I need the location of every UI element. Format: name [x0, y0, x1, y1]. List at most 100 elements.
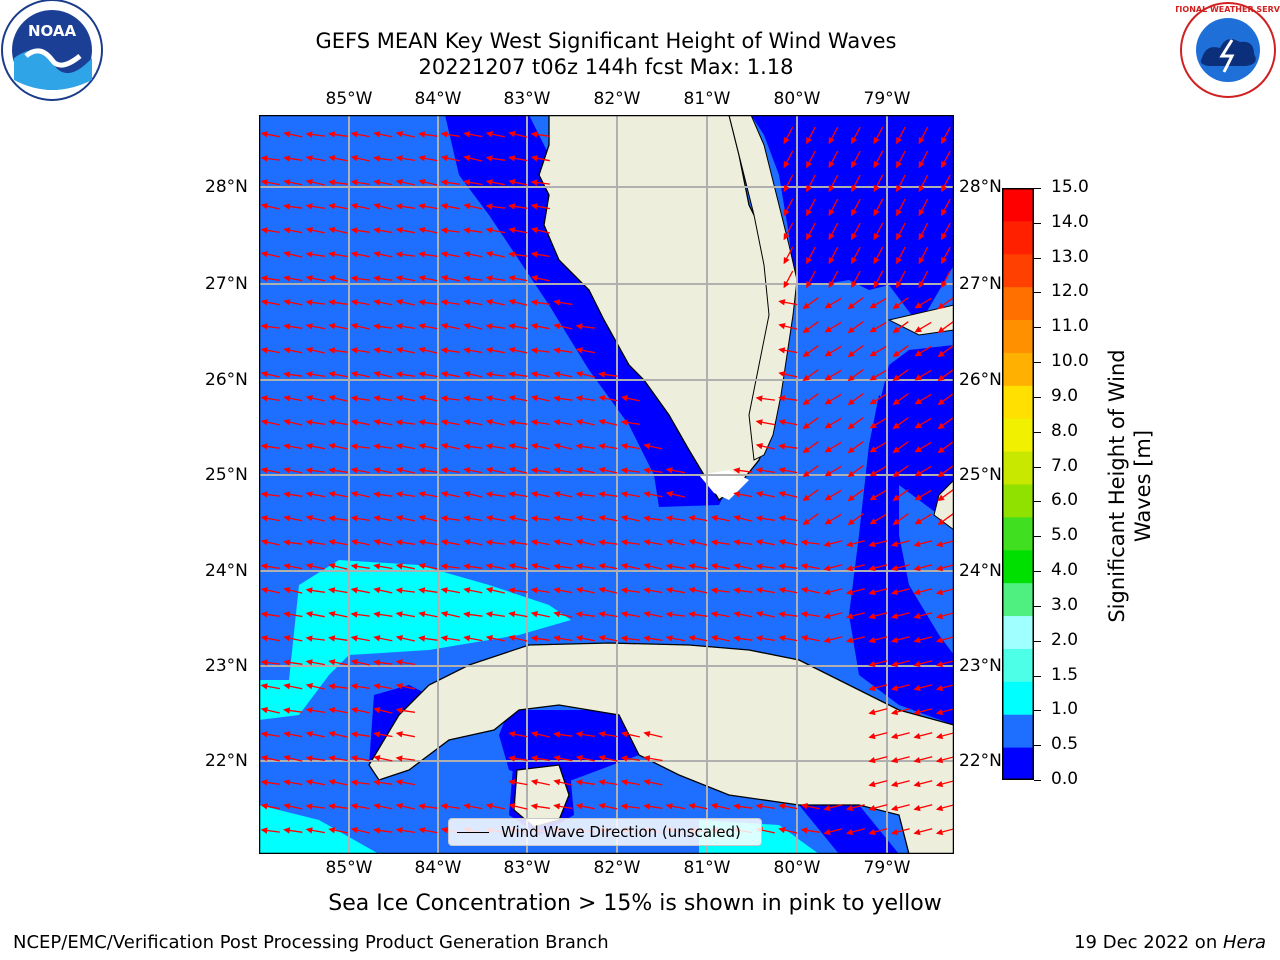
lat-label-left-25n: 25°N [205, 465, 248, 485]
wave-direction-arrow-head [868, 828, 876, 836]
wave-direction-arrow-head [935, 708, 944, 716]
wave-direction-arrow-head [941, 232, 948, 241]
wave-direction-arrow-head [851, 136, 858, 145]
wave-direction-arrow-head [530, 275, 538, 282]
wave-direction-arrow-head [869, 398, 877, 405]
wave-direction-arrow-head [350, 635, 358, 642]
wave-direction-arrow-head [896, 208, 903, 217]
wave-direction-arrow-head [373, 131, 381, 138]
wave-direction-arrow-head [395, 347, 403, 354]
wave-direction-arrow-head [620, 515, 628, 522]
wave-direction-arrow-head [937, 470, 945, 478]
wave-direction-arrow-head [485, 203, 493, 210]
wave-direction-arrow-head [328, 707, 336, 714]
wave-direction-arrow-head [463, 539, 471, 546]
wave-direction-arrow-head [553, 442, 561, 450]
wave-direction-arrow-head [806, 184, 813, 193]
colorbar-tick-mark [1034, 536, 1041, 538]
wave-direction-arrow-head [305, 491, 313, 498]
wave-direction-arrow-head [914, 494, 922, 501]
wave-direction-arrow-head [620, 635, 628, 642]
wave-direction-arrow-head [869, 494, 877, 501]
wave-direction-arrow-head [918, 208, 925, 217]
lat-label-left-27n: 27°N [205, 274, 248, 294]
wave-direction-arrow-head [688, 587, 696, 594]
wave-direction-arrow-head [485, 803, 493, 810]
wave-direction-arrow-head [508, 491, 516, 498]
wave-direction-arrow-head [914, 302, 922, 309]
colorbar-segment [1002, 253, 1034, 288]
wave-direction-arrow-head [395, 563, 403, 570]
wave-direction-arrow-head [440, 203, 448, 210]
wave-direction-arrow-head [778, 490, 786, 498]
wave-direction-arrow-head [418, 827, 426, 834]
wave-direction-arrow-head [868, 804, 876, 812]
wave-direction-arrow-head [575, 419, 583, 426]
wave-direction-arrow-head [508, 251, 516, 258]
wave-direction-arrow-head [283, 443, 291, 450]
wave-direction-arrow-head [937, 374, 945, 382]
wave-direction-arrow-head [485, 443, 493, 450]
wave-direction-arrow-head [463, 131, 471, 138]
wave-direction-arrow-head [283, 707, 291, 714]
wave-direction-arrow-head [395, 323, 403, 330]
wave-direction-arrow-head [896, 184, 903, 193]
colorbar-tick-mark [1034, 501, 1041, 503]
wave-direction-arrow-head [892, 446, 900, 454]
colorbar-tick-label: 1.5 [1051, 664, 1079, 685]
wave-direction-arrow-head [328, 275, 336, 282]
wave-direction-arrow-head [598, 491, 606, 498]
wave-direction-arrow-head [845, 564, 854, 572]
wave-direction-arrow-head [828, 184, 835, 193]
wave-direction-arrow-head [845, 636, 854, 644]
wave-direction-arrow-head [665, 515, 673, 522]
wave-direction-arrow-head [868, 636, 876, 644]
wave-direction-arrow-head [847, 470, 855, 478]
wave-direction-arrow-head [845, 540, 854, 548]
wave-direction-arrow-head [350, 227, 358, 234]
wave-direction-arrow-head [395, 755, 403, 762]
colorbar-segment [1002, 418, 1034, 452]
wave-direction-arrow-head [373, 827, 381, 834]
wave-direction-arrow-head [418, 203, 426, 210]
wave-direction-arrow-head [688, 563, 696, 570]
wave-direction-arrow-head [868, 660, 876, 668]
wave-direction-arrow-head [755, 515, 763, 522]
wave-direction-arrow-head [941, 160, 948, 169]
wave-direction-arrow-head [530, 803, 538, 810]
wave-direction-arrow-head [783, 232, 790, 241]
wave-direction-arrow-head [260, 827, 268, 834]
wave-direction-arrow-head [395, 803, 403, 810]
wave-direction-arrow-head [350, 323, 358, 330]
wave-direction-arrow-head [892, 326, 900, 334]
wave-direction-arrow-head [350, 347, 358, 354]
wave-direction-arrow-head [937, 494, 945, 502]
wave-direction-arrow-head [373, 587, 381, 594]
wave-direction-arrow-head [508, 634, 516, 642]
wave-direction-arrow-head [283, 131, 291, 138]
wave-direction-arrow-head [778, 322, 786, 330]
wave-direction-arrow-head [508, 515, 516, 522]
wave-direction-arrow-head [869, 350, 877, 357]
colorbar-segment [1002, 714, 1034, 748]
wave-direction-arrow-head [553, 323, 561, 330]
wave-direction-arrow-head [395, 515, 403, 522]
wave-direction-arrow-head [485, 635, 493, 642]
wave-direction-arrow-head [823, 588, 831, 596]
wave-direction-arrow-head [328, 467, 336, 474]
wave-direction-arrow-head [598, 371, 606, 378]
wave-direction-arrow-head [440, 323, 448, 330]
lat-label-right-26n: 26°N [959, 370, 1002, 390]
wave-direction-arrow-head [778, 826, 786, 834]
colorbar-tick-label: 13.0 [1051, 246, 1089, 267]
wave-direction-arrow-head [868, 732, 876, 740]
wave-direction-arrow-head [598, 395, 606, 402]
wave-direction-arrow-head [828, 256, 835, 265]
wave-direction-arrow-head [800, 827, 808, 834]
wave-direction-arrow-head [598, 418, 606, 426]
wave-direction-arrow-head [868, 612, 876, 620]
wave-direction-arrow-head [890, 708, 899, 716]
wave-direction-arrow-head [890, 732, 899, 740]
wave-direction-arrow-head [395, 707, 403, 714]
wave-direction-arrow-head [508, 755, 516, 762]
